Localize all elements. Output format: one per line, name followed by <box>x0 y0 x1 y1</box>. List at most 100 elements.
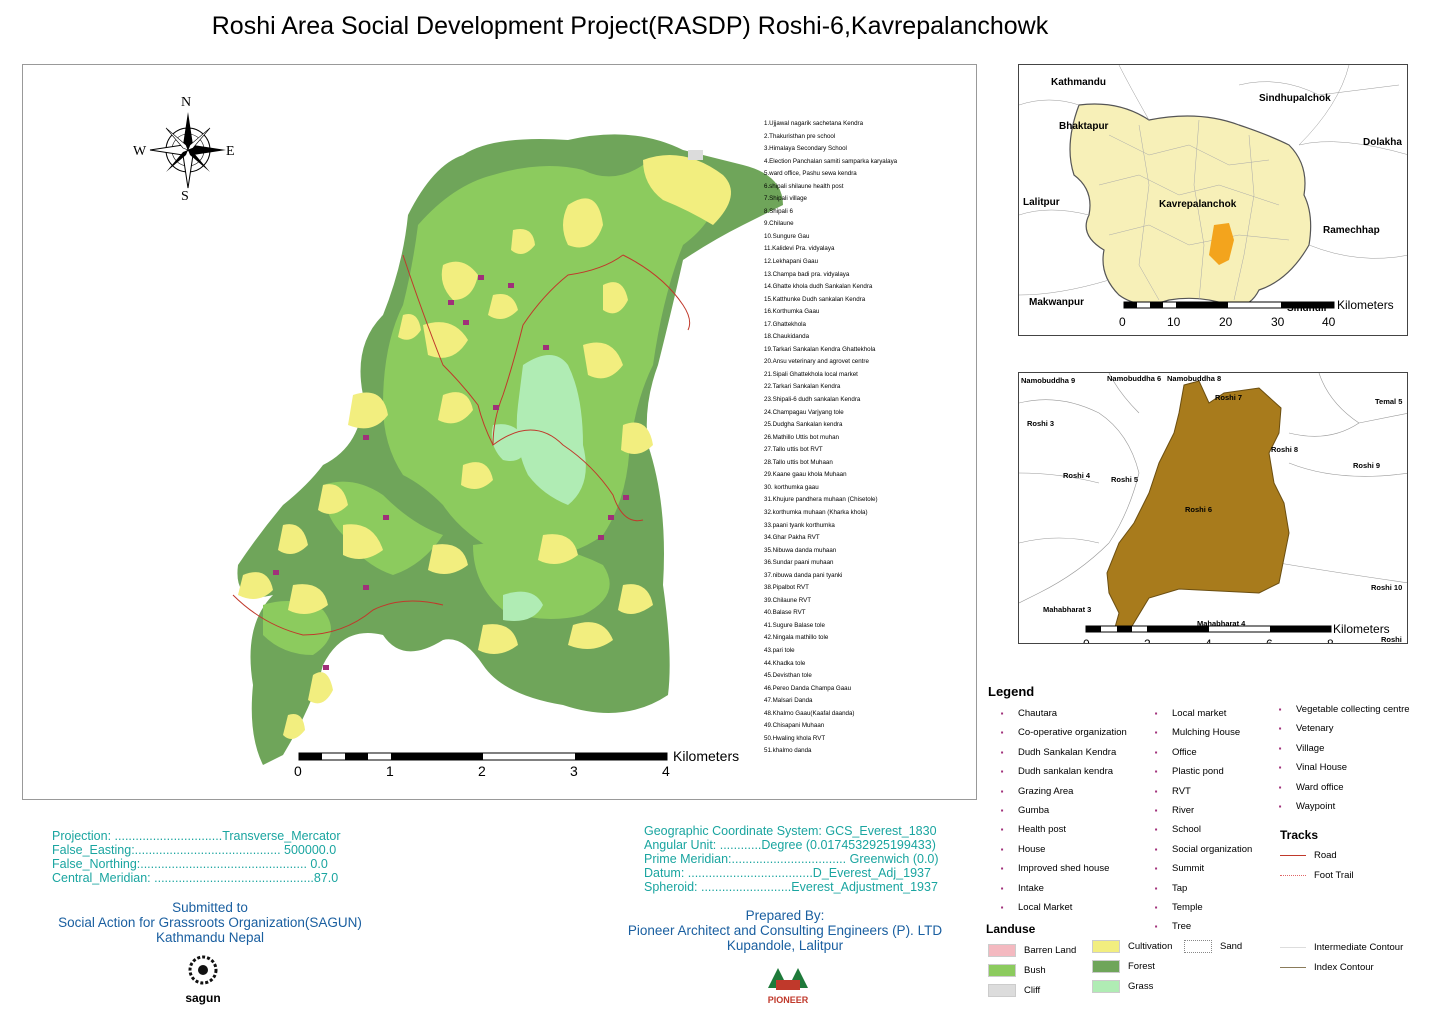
scale-tick: 20 <box>1219 315 1233 329</box>
legend-label: Waypoint <box>1296 800 1336 812</box>
poi-list-item: 5.ward office, Pashu sewa kendra <box>764 170 857 178</box>
scale-tick: 30 <box>1271 315 1285 329</box>
legend-item: ▪ Co-operative organization <box>996 727 1127 746</box>
district-label: Lalitpur <box>1023 197 1060 208</box>
legend-item: ▪ Health post <box>996 824 1127 843</box>
legend-label: RVT <box>1172 785 1191 797</box>
legend-label: Grazing Area <box>1018 785 1074 797</box>
poi-list-item: 37.nibuwa danda pani tyanki <box>764 571 843 579</box>
legend-symbol-icon: ▪ <box>1154 902 1158 912</box>
legend-symbol-icon: ▪ <box>1000 864 1004 874</box>
poi-list-item: 14.Ghatte khola dudh Sankalan Kendra <box>764 283 873 291</box>
scale-tick: 10 <box>1167 315 1181 329</box>
district-inset-map[interactable]: Kathmandu Sindhupalchok Bhaktapur Dolakh… <box>1018 64 1408 336</box>
legend-symbol-icon: ▪ <box>1154 747 1158 757</box>
district-label: Makwanpur <box>1029 297 1085 308</box>
prepared-line: Pioneer Architect and Consulting Enginee… <box>627 923 943 938</box>
legend-item: ▪ School <box>1150 824 1252 843</box>
legend-symbol-icon: ▪ <box>1278 782 1282 792</box>
poi-list-item: 3.Himalaya Secondary School <box>764 145 847 153</box>
ward-inset-svg <box>1019 373 1407 633</box>
legend-label: Mulching House <box>1172 727 1241 739</box>
scale-tick: 1 <box>386 763 394 779</box>
poi-list-item: 46.Pereo Danda Champa Gaau <box>764 684 852 692</box>
district-label: Kavrepalanchok <box>1159 199 1237 210</box>
legend-intermediate-contour: Intermediate Contour <box>1280 942 1403 953</box>
poi-markers <box>273 275 629 670</box>
poi-list-item: 4.Election Panchalan samiti samparka kar… <box>764 157 898 165</box>
ward-label: Roshi 6 <box>1185 505 1213 514</box>
main-map-frame[interactable]: N S W E 0 1 2 3 4 Kilometers <box>22 64 977 800</box>
legend-item: ▪ Grazing Area <box>996 786 1127 805</box>
legend-label: Ward office <box>1296 781 1344 793</box>
poi-list-item: 24.Champagau Varjyang tole <box>764 408 844 416</box>
legend-label: Co-operative organization <box>1018 727 1127 739</box>
gcs-line: Geographic Coordinate System: GCS_Everes… <box>644 824 937 838</box>
legend-label: Village <box>1296 742 1325 754</box>
gcs-line: Datum: .................................… <box>644 866 931 880</box>
legend-foot-trail: Foot Trail <box>1280 870 1354 881</box>
poi-list-item: 43.pari tole <box>764 646 795 654</box>
poi-list-item: 50.Hwaling khola RVT <box>764 734 826 742</box>
poi-list-item: 32.korthumka muhaan (Kharka khola) <box>764 508 868 516</box>
poi-list-item: 48.Khalmo Gaau(Kaafal daanda) <box>764 709 855 717</box>
poi-list-item: 8.Shipali 6 <box>764 207 793 215</box>
compass-west: W <box>133 144 147 159</box>
ward-label: Roshi 9 <box>1353 461 1381 470</box>
legend-item: ▪ Summit <box>1150 863 1252 882</box>
poi-list-item: 15.Katthunke Dudh sankalan Kendra <box>764 295 866 303</box>
legend-symbol-icon: ▪ <box>1154 844 1158 854</box>
legend-label: Vegetable collecting centre <box>1296 704 1410 715</box>
legend-label: Chautara <box>1018 708 1058 719</box>
legend-label: Barren Land <box>1024 945 1077 957</box>
legend-label: Tree <box>1172 921 1192 933</box>
submitted-block: Submitted to Social Action for Grassroot… <box>20 900 400 945</box>
sagun-emblem-icon <box>188 955 218 985</box>
legend-symbol-icon: ▪ <box>1154 922 1158 932</box>
legend-symbol-icon: ▪ <box>1278 743 1282 753</box>
landuse-forest: Forest <box>1092 960 1155 973</box>
projection-line: Central_Meridian: ......................… <box>52 871 339 885</box>
poi-list-item: 36.Sundar paani muhaan <box>764 559 834 567</box>
poi-list-item: 29.Kaane gaau khola Muhaan <box>764 471 847 479</box>
legend-symbol-icon: ▪ <box>1154 767 1158 777</box>
compass-east: E <box>226 144 235 159</box>
ward-label: Roshi 3 <box>1027 419 1055 428</box>
landuse-cultivation: Cultivation <box>1092 940 1172 953</box>
ward-label: Roshi 8 <box>1271 445 1299 454</box>
poi-list-item: 18.Chaukidanda <box>764 333 810 341</box>
legend-label: Dudh sankalan kendra <box>1018 766 1114 778</box>
poi-list-item: 39.Chilaune RVT <box>764 596 812 604</box>
legend-label: Temple <box>1172 901 1203 913</box>
legend-column: ▪ Chautara ▪ Co-operative organization ▪ Dudh… <box>996 708 1127 921</box>
legend-symbol-icon: ▪ <box>1000 709 1004 718</box>
landuse-sand: Sand <box>1184 940 1242 953</box>
legend-title: Legend <box>988 684 1035 699</box>
legend-label: Intermediate Contour <box>1314 942 1404 953</box>
main-scale-bar <box>298 752 668 761</box>
ward-label: Namobuddha 9 <box>1021 376 1076 385</box>
legend-symbol-icon: ▪ <box>1278 763 1282 773</box>
legend-label: Improved shed house <box>1018 863 1110 875</box>
legend-symbol-icon: ▪ <box>1154 786 1158 796</box>
scale-tick: 2 <box>1144 637 1151 644</box>
prepared-block: Prepared By: Pioneer Architect and Consu… <box>590 908 980 953</box>
compass-south: S <box>181 189 189 204</box>
ward-inset-map[interactable]: Namobuddha 9 Namobuddha 6 Namobuddha 8 R… <box>1018 372 1408 644</box>
scale-tick: 0 <box>1083 637 1090 644</box>
legend-label: Index Contour <box>1314 962 1374 973</box>
roshi-area-highlight <box>1209 223 1234 265</box>
legend-item: ▪ Vegetable collecting centre <box>1274 704 1410 723</box>
legend-label: Office <box>1172 746 1197 758</box>
ward-label: Roshi 5 <box>1111 475 1139 484</box>
legend-symbol-icon: ▪ <box>1000 902 1004 912</box>
scale-tick: 3 <box>570 763 578 779</box>
legend-label: Road <box>1314 850 1337 861</box>
legend-symbol-icon: ▪ <box>1278 801 1282 811</box>
legend-item: ▪ Local market <box>1150 708 1252 727</box>
poi-list-item: 11.Kalidevi Pra. vidyalaya <box>764 245 835 253</box>
legend-item: ▪ House <box>996 844 1127 863</box>
gcs-info: Geographic Coordinate System: GCS_Everes… <box>644 824 939 894</box>
legend-item: ▪ Waypoint <box>1274 801 1410 820</box>
legend-road: Road <box>1280 850 1337 861</box>
